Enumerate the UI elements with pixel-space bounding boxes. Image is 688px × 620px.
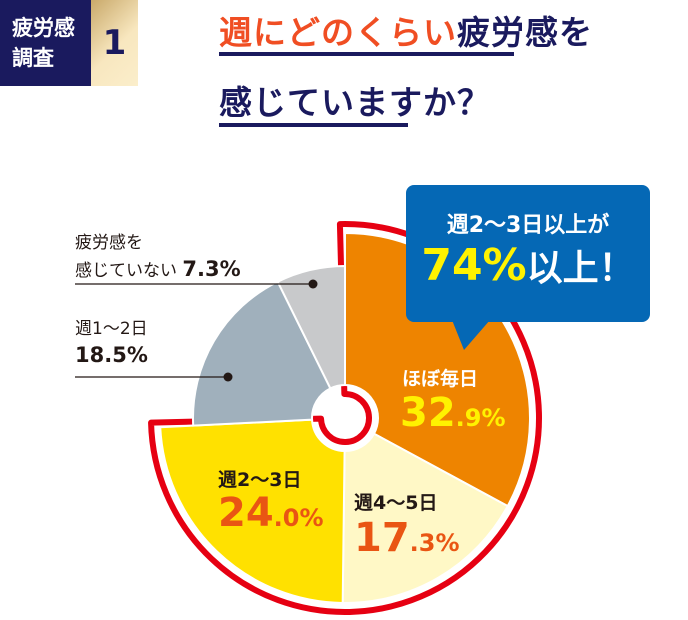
leader-dot-none	[308, 279, 318, 289]
slice-label: 週1〜2日	[75, 319, 148, 339]
title-highlight: 週にどのくらい	[219, 13, 457, 52]
slice-value: 7.3%	[182, 257, 241, 281]
pie-slice-3	[192, 280, 332, 427]
value-int: 32	[400, 390, 456, 436]
badge-line2: 調査	[12, 46, 54, 70]
slice-label-line2: 感じていない	[75, 261, 177, 281]
page-title-line1: 週にどのくらい疲労感を	[219, 6, 593, 54]
slice-label-daily: ほぼ毎日	[402, 368, 479, 390]
label-none: 疲労感を 感じていない 7.3%	[75, 230, 241, 284]
callout-line1: 週2〜3日以上が	[446, 213, 610, 238]
slice-value-daily: 32.9%	[400, 390, 506, 436]
page-title-line2: 感じていますか？	[219, 83, 491, 122]
slice-label-line1: 疲労感を	[75, 233, 143, 253]
callout-suffix: 以上！	[526, 248, 635, 289]
callout-value: 74%	[421, 240, 527, 291]
title-underline	[219, 123, 408, 127]
label-1-2: 週1〜2日 18.5%	[75, 316, 148, 370]
callout-line2: 74%以上！	[406, 239, 650, 291]
title-underline	[219, 52, 514, 56]
pie-slice-2	[159, 418, 346, 604]
pie-slice-4	[276, 264, 346, 390]
value-dec: .9%	[455, 404, 506, 432]
value-int: 17	[354, 515, 410, 561]
slice-label-4-5: 週4〜5日	[354, 492, 438, 514]
value-int: 24	[218, 490, 274, 536]
value-dec: .3%	[409, 529, 460, 557]
leader-dot-1-2	[223, 372, 233, 382]
slice-value-2-3: 24.0%	[218, 490, 324, 536]
slice-value: 18.5%	[75, 343, 148, 367]
badge-line1: 疲労感	[12, 16, 75, 40]
slice-label-2-3: 週2〜3日	[218, 469, 302, 491]
callout-bubble: 週2〜3日以上が 74%以上！	[406, 185, 650, 322]
survey-number: 1	[91, 0, 138, 86]
title-rest: 疲労感を	[457, 13, 593, 52]
value-dec: .0%	[273, 504, 324, 532]
callout-tail	[452, 320, 490, 350]
pie-slice-1	[341, 432, 510, 604]
survey-badge: 疲労感 調査	[0, 0, 91, 86]
slice-value-4-5: 17.3%	[354, 515, 460, 561]
